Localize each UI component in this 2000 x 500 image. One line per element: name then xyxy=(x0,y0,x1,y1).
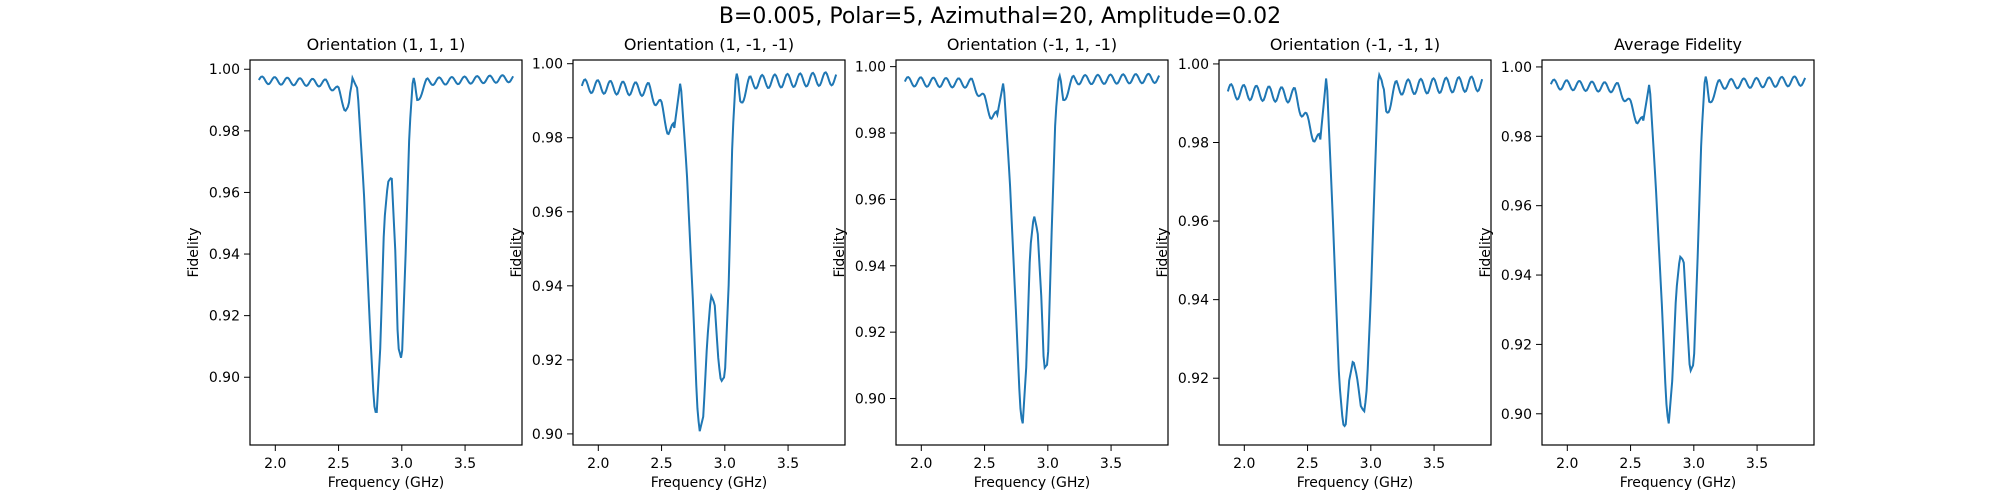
subplot-title: Average Fidelity xyxy=(1614,35,1742,54)
x-axis-label: Frequency (GHz) xyxy=(1620,475,1736,491)
subplot-5: Average Fidelity 2.0 2.5 3.0 3.5 0.90 0.92 0.94… xyxy=(1478,35,1815,491)
y-tick-label: 0.98 xyxy=(1501,129,1532,145)
y-tick-label: 0.96 xyxy=(1178,214,1209,230)
y-tick-label: 0.98 xyxy=(209,124,240,140)
y-tick-label: 0.92 xyxy=(1178,371,1209,387)
y-axis-label: Fidelity xyxy=(1478,228,1494,278)
plot-frame xyxy=(1218,59,1492,446)
fidelity-line xyxy=(903,72,1161,424)
x-tick-label: 3.0 xyxy=(1683,456,1705,472)
x-axis-label: Frequency (GHz) xyxy=(974,475,1090,491)
subplot-2: Orientation (1, -1, -1) 2.0 2.5 3.0 3.5 0.90 0… xyxy=(509,35,846,491)
subplot-title: Orientation (-1, -1, 1) xyxy=(1270,35,1440,54)
subplot-3: Orientation (-1, 1, -1) 2.0 2.5 3.0 3.5 0.90 0… xyxy=(832,35,1169,491)
figure-suptitle: B=0.005, Polar=5, Azimuthal=20, Amplitud… xyxy=(718,4,1282,29)
y-tick-label: 0.98 xyxy=(1178,136,1209,152)
x-tick-label: 2.0 xyxy=(1556,456,1578,472)
subplot-1: Orientation (1, 1, 1) 2.0 2.5 3.0 3.5 0.90 0.9… xyxy=(186,35,523,491)
x-axis-label: Frequency (GHz) xyxy=(651,475,767,491)
x-tick-label: 2.5 xyxy=(1619,456,1641,472)
y-tick-label: 0.98 xyxy=(855,126,886,142)
fidelity-line xyxy=(1549,75,1807,424)
y-tick-label: 0.94 xyxy=(532,279,563,295)
y-tick-label: 0.92 xyxy=(209,309,240,325)
x-tick-label: 2.5 xyxy=(327,456,349,472)
y-tick-label: 1.00 xyxy=(855,60,886,76)
subplot-4: Orientation (-1, -1, 1) 2.0 2.5 3.0 3.5 0.92 0… xyxy=(1155,35,1492,491)
y-tick-label: 0.96 xyxy=(1501,199,1532,215)
y-axis-label: Fidelity xyxy=(186,228,202,278)
fidelity-line xyxy=(1226,71,1484,428)
x-tick-label: 3.5 xyxy=(454,456,476,472)
x-tick-label: 3.5 xyxy=(1423,456,1445,472)
x-tick-label: 3.0 xyxy=(1037,456,1059,472)
y-tick-label: 1.00 xyxy=(1178,57,1209,73)
plot-frame xyxy=(1541,59,1815,446)
x-tick-label: 3.5 xyxy=(1746,456,1768,472)
y-axis-label: Fidelity xyxy=(832,228,848,278)
y-tick-label: 0.96 xyxy=(209,185,240,201)
y-axis-label: Fidelity xyxy=(509,228,525,278)
subplot-title: Orientation (1, -1, -1) xyxy=(624,35,794,54)
x-tick-label: 3.5 xyxy=(1100,456,1122,472)
y-tick-label: 0.92 xyxy=(1501,337,1532,353)
x-tick-label: 2.5 xyxy=(650,456,672,472)
subplot-title: Orientation (-1, 1, -1) xyxy=(947,35,1117,54)
x-tick-label: 2.5 xyxy=(1296,456,1318,472)
plot-frame xyxy=(895,59,1169,446)
y-tick-label: 1.00 xyxy=(532,57,563,73)
y-tick-label: 1.00 xyxy=(1501,60,1532,76)
fidelity-line xyxy=(257,74,515,413)
x-axis-label: Frequency (GHz) xyxy=(328,475,444,491)
y-tick-label: 1.00 xyxy=(209,62,240,78)
subplot-title: Orientation (1, 1, 1) xyxy=(307,35,466,54)
y-tick-label: 0.90 xyxy=(855,392,886,408)
plot-frame xyxy=(249,59,523,446)
y-tick-label: 0.90 xyxy=(1501,407,1532,423)
y-tick-label: 0.90 xyxy=(209,370,240,386)
x-tick-label: 2.0 xyxy=(587,456,609,472)
x-tick-label: 2.5 xyxy=(973,456,995,472)
y-tick-label: 0.92 xyxy=(855,325,886,341)
x-axis-label: Frequency (GHz) xyxy=(1297,475,1413,491)
x-tick-label: 3.0 xyxy=(714,456,736,472)
y-tick-label: 0.98 xyxy=(532,131,563,147)
y-tick-label: 0.94 xyxy=(209,247,240,263)
y-tick-label: 0.94 xyxy=(1178,293,1209,309)
x-tick-label: 3.5 xyxy=(777,456,799,472)
fidelity-line xyxy=(580,71,838,432)
y-tick-label: 0.92 xyxy=(532,353,563,369)
x-tick-label: 2.0 xyxy=(264,456,286,472)
y-tick-label: 0.96 xyxy=(532,205,563,221)
y-tick-label: 0.94 xyxy=(1501,268,1532,284)
x-tick-label: 2.0 xyxy=(910,456,932,472)
y-axis-label: Fidelity xyxy=(1155,228,1171,278)
y-tick-label: 0.94 xyxy=(855,259,886,275)
x-tick-label: 3.0 xyxy=(391,456,413,472)
y-tick-label: 0.96 xyxy=(855,192,886,208)
x-tick-label: 3.0 xyxy=(1360,456,1382,472)
x-tick-label: 2.0 xyxy=(1233,456,1255,472)
y-tick-label: 0.90 xyxy=(532,427,563,443)
plot-frame xyxy=(572,59,846,446)
